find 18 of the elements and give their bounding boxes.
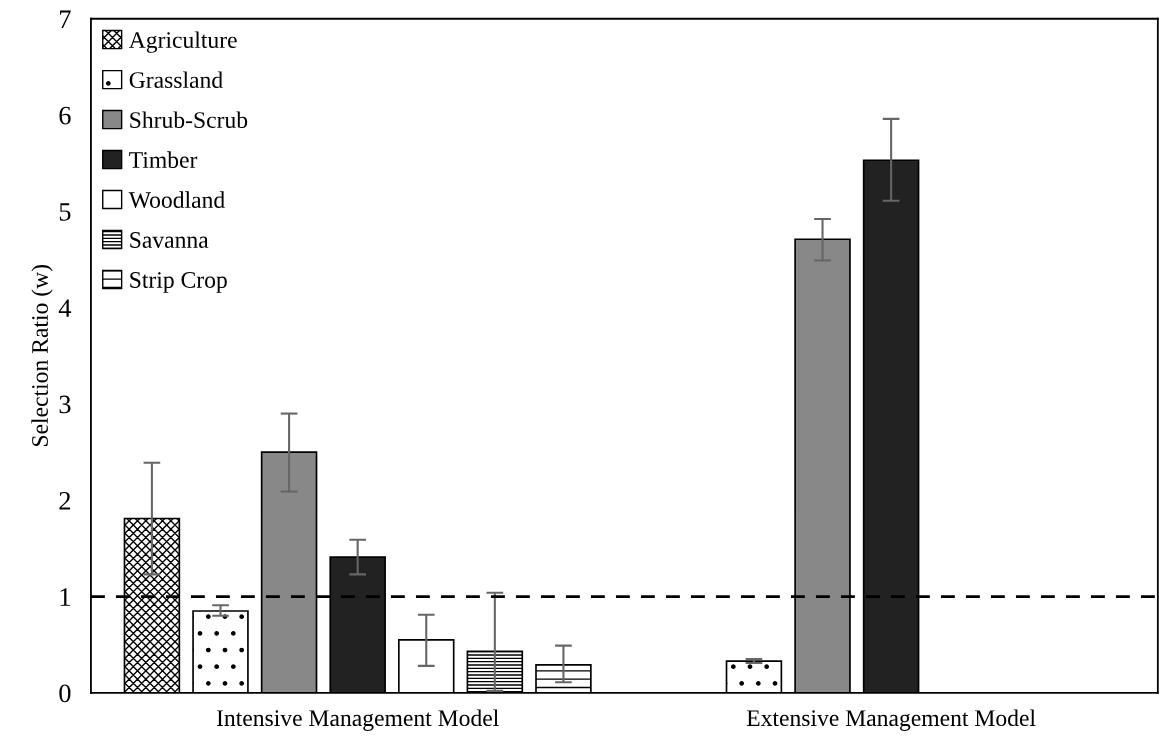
legend-label: Strip Crop [130, 272, 227, 293]
y-tick-label: 1 [60, 588, 70, 606]
x-tick-label: Intensive Management Model [216, 709, 499, 731]
y-tick-label: 0 [59, 684, 71, 703]
legend-label: Agriculture [128, 31, 237, 53]
y-tick-label: 7 [60, 10, 71, 28]
y-tick-label: 2 [59, 491, 71, 510]
y-axis-title: Selection Ratio (w) [31, 265, 53, 446]
y-tick-label: 6 [59, 106, 71, 125]
x-tick-label: Extensive Management Model [746, 709, 1036, 731]
legend-label: Grassland [129, 71, 223, 89]
legend-label: Woodland [128, 191, 225, 209]
y-tick-label: 5 [59, 203, 71, 221]
legend-label: Shrub-Scrub [130, 111, 248, 129]
legend-label: Timber [129, 151, 198, 168]
y-tick-label: 4 [58, 299, 72, 317]
legend-label: Savanna [130, 232, 209, 248]
y-tick-label: 3 [59, 395, 71, 414]
